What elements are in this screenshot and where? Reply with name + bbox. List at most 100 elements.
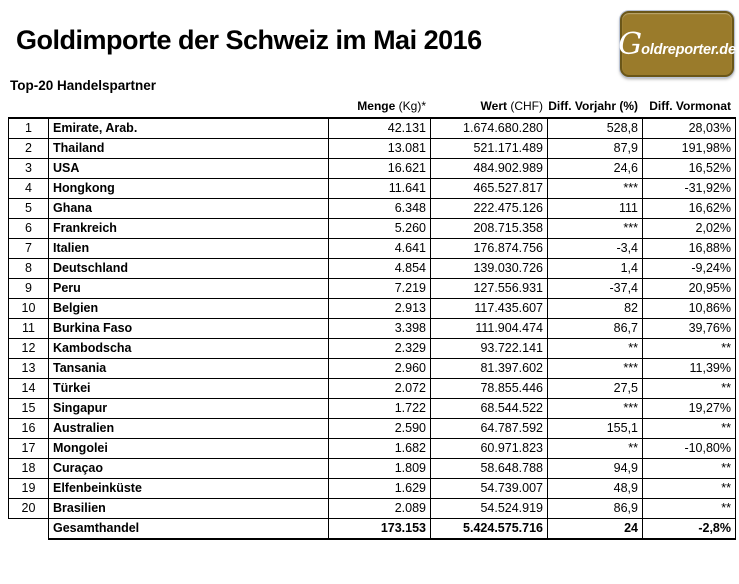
column-header-diff-vorjahr: Diff. Vorjahr (%) [548, 99, 638, 113]
table-row: 5 Ghana 6.348 222.475.126 111 16,62% [8, 198, 736, 219]
menge-cell: 2.590 [328, 418, 431, 439]
diff-vorjahr-cell: -37,4 [547, 278, 643, 299]
total-menge-cell: 173.153 [328, 518, 431, 540]
diff-vormonat-cell: 16,62% [642, 198, 736, 219]
diff-vormonat-cell: ** [642, 458, 736, 479]
diff-vormonat-cell: 20,95% [642, 278, 736, 299]
column-header-menge: Menge (Kg)* [328, 97, 430, 115]
diff-vorjahr-cell: *** [547, 358, 643, 379]
diff-vorjahr-cell: 1,4 [547, 258, 643, 279]
column-header-diff-vormonat: Diff. Vormonat [649, 99, 731, 113]
diff-vorjahr-cell: 155,1 [547, 418, 643, 439]
diff-vormonat-cell: 191,98% [642, 138, 736, 159]
rank-cell: 12 [8, 338, 49, 359]
column-header-wert-unit: (CHF) [507, 99, 543, 113]
diff-vormonat-cell: ** [642, 478, 736, 499]
subtitle: Top-20 Handelspartner [10, 78, 157, 93]
wert-cell: 64.787.592 [430, 418, 548, 439]
rank-cell: 15 [8, 398, 49, 419]
logo-wordmark: oldreporter.de [641, 42, 736, 58]
diff-vorjahr-cell: 94,9 [547, 458, 643, 479]
wert-cell: 54.524.919 [430, 498, 548, 519]
country-cell: Thailand [48, 138, 329, 159]
rank-cell: 1 [8, 117, 49, 139]
diff-vormonat-cell: 10,86% [642, 298, 736, 319]
diff-vormonat-cell: 39,76% [642, 318, 736, 339]
country-cell: Peru [48, 278, 329, 299]
wert-cell: 78.855.446 [430, 378, 548, 399]
column-header-rank [8, 97, 48, 115]
menge-cell: 2.072 [328, 378, 431, 399]
wert-cell: 176.874.756 [430, 238, 548, 259]
menge-cell: 13.081 [328, 138, 431, 159]
wert-cell: 208.715.358 [430, 218, 548, 239]
wert-cell: 127.556.931 [430, 278, 548, 299]
table-row: 2 Thailand 13.081 521.171.489 87,9 191,9… [8, 138, 736, 159]
diff-vormonat-cell: 16,88% [642, 238, 736, 259]
rank-cell: 19 [8, 478, 49, 499]
table-row: 11 Burkina Faso 3.398 111.904.474 86,7 3… [8, 318, 736, 339]
diff-vormonat-cell: -10,80% [642, 438, 736, 459]
country-cell: Belgien [48, 298, 329, 319]
diff-vorjahr-cell: 86,9 [547, 498, 643, 519]
table-row: 4 Hongkong 11.641 465.527.817 *** -31,92… [8, 178, 736, 199]
rank-cell: 11 [8, 318, 49, 339]
diff-vormonat-cell: ** [642, 378, 736, 399]
diff-vorjahr-cell: 528,8 [547, 117, 643, 139]
table-row: 15 Singapur 1.722 68.544.522 *** 19,27% [8, 398, 736, 419]
wert-cell: 81.397.602 [430, 358, 548, 379]
wert-cell: 1.674.680.280 [430, 117, 548, 139]
wert-cell: 111.904.474 [430, 318, 548, 339]
table-row: 17 Mongolei 1.682 60.971.823 ** -10,80% [8, 438, 736, 459]
wert-cell: 68.544.522 [430, 398, 548, 419]
country-cell: Emirate, Arab. [48, 117, 329, 139]
country-cell: Brasilien [48, 498, 329, 519]
table-row: 20 Brasilien 2.089 54.524.919 86,9 ** [8, 498, 736, 519]
diff-vormonat-cell: 16,52% [642, 158, 736, 179]
diff-vorjahr-cell: 87,9 [547, 138, 643, 159]
country-cell: Hongkong [48, 178, 329, 199]
menge-cell: 1.629 [328, 478, 431, 499]
total-diff-vormonat-cell: -2,8% [642, 518, 736, 540]
rank-cell: 3 [8, 158, 49, 179]
country-cell: Burkina Faso [48, 318, 329, 339]
menge-cell: 7.219 [328, 278, 431, 299]
rank-cell: 5 [8, 198, 49, 219]
rank-cell: 17 [8, 438, 49, 459]
menge-cell: 42.131 [328, 117, 431, 139]
table-row: 7 Italien 4.641 176.874.756 -3,4 16,88% [8, 238, 736, 259]
menge-cell: 4.854 [328, 258, 431, 279]
table-row: 16 Australien 2.590 64.787.592 155,1 ** [8, 418, 736, 439]
menge-cell: 2.913 [328, 298, 431, 319]
diff-vormonat-cell: -31,92% [642, 178, 736, 199]
wert-cell: 484.902.989 [430, 158, 548, 179]
country-cell: Mongolei [48, 438, 329, 459]
column-header-menge-label: Menge [357, 99, 396, 113]
diff-vormonat-cell: 28,03% [642, 117, 736, 139]
country-cell: Australien [48, 418, 329, 439]
table-row: 1 Emirate, Arab. 42.131 1.674.680.280 52… [8, 117, 736, 139]
country-cell: Elfenbeinküste [48, 478, 329, 499]
wert-cell: 521.171.489 [430, 138, 548, 159]
diff-vorjahr-cell: 27,5 [547, 378, 643, 399]
wert-cell: 54.739.007 [430, 478, 548, 499]
rank-cell: 8 [8, 258, 49, 279]
diff-vorjahr-cell: ** [547, 338, 643, 359]
rank-cell: 18 [8, 458, 49, 479]
menge-cell: 16.621 [328, 158, 431, 179]
total-row: Gesamthandel 173.153 5.424.575.716 24 -2… [8, 518, 736, 540]
total-wert-cell: 5.424.575.716 [430, 518, 548, 540]
imports-table: 1 Emirate, Arab. 42.131 1.674.680.280 52… [8, 117, 736, 540]
table-row: 6 Frankreich 5.260 208.715.358 *** 2,02% [8, 218, 736, 239]
country-cell: Singapur [48, 398, 329, 419]
country-cell: Deutschland [48, 258, 329, 279]
menge-cell: 3.398 [328, 318, 431, 339]
diff-vorjahr-cell: -3,4 [547, 238, 643, 259]
rank-cell: 4 [8, 178, 49, 199]
column-header-wert: Wert (CHF) [430, 97, 547, 115]
wert-cell: 93.722.141 [430, 338, 548, 359]
country-cell: Frankreich [48, 218, 329, 239]
